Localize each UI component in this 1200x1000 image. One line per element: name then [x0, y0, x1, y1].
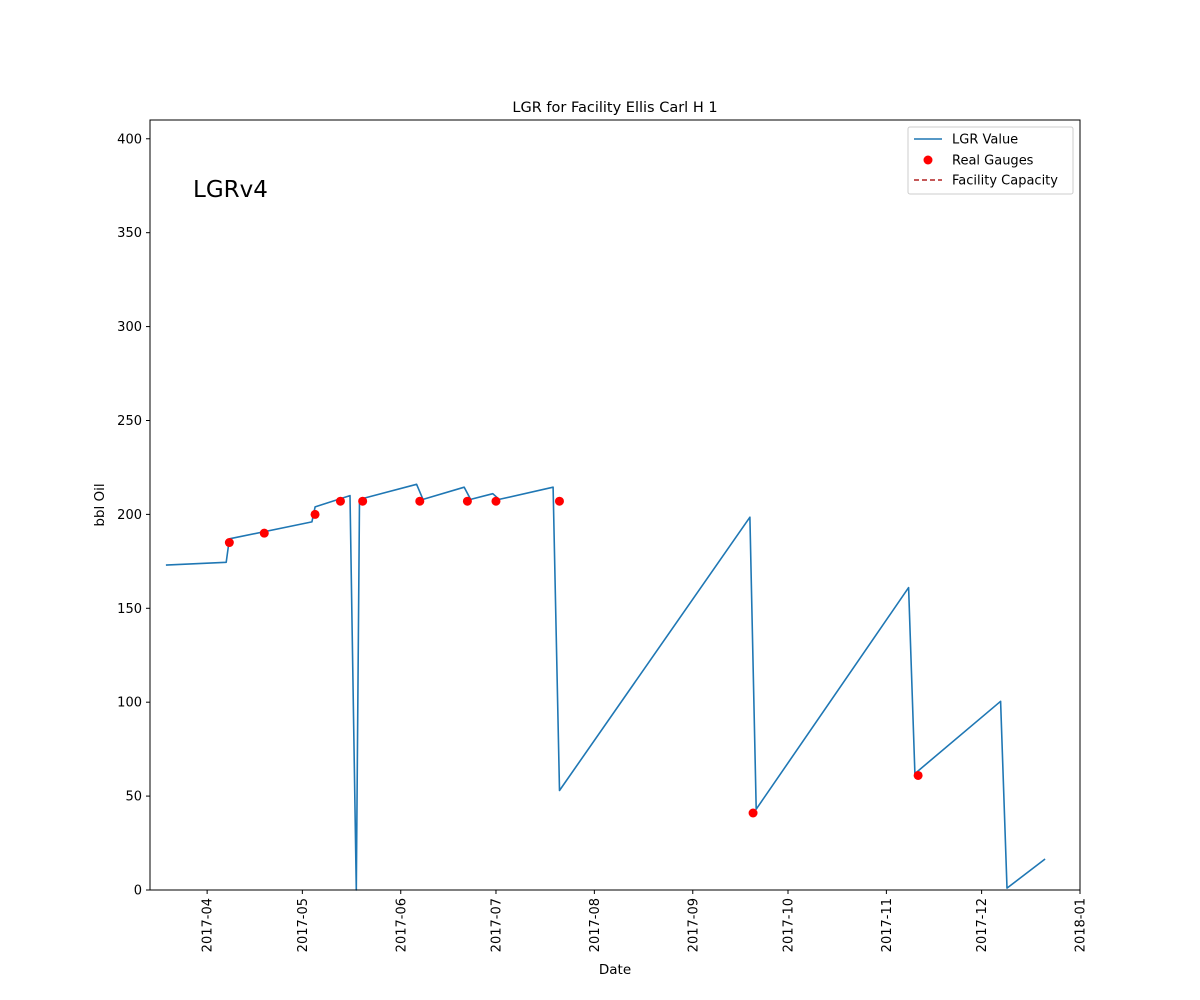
- y-tick-label: 250: [117, 414, 142, 429]
- x-tick-label: 2017-05: [296, 898, 311, 952]
- axes: 0 50 100 150 200 250 300 350 400 2017-04 2017-05 20…: [117, 132, 1088, 952]
- x-tick-label: 2017-12: [975, 898, 990, 952]
- real-gauge-point: [415, 496, 425, 506]
- y-axis-label: bbl Oil: [92, 483, 108, 526]
- x-tick-label: 2017-10: [781, 898, 796, 952]
- y-tick-label: 200: [117, 508, 142, 523]
- x-tick-label: 2017-04: [201, 898, 216, 952]
- real-gauge-point: [224, 538, 234, 548]
- x-tick-label: 2017-06: [394, 898, 409, 952]
- x-tick-label: 2017-07: [489, 898, 504, 952]
- chart-title: LGR for Facility Ellis Carl H 1: [512, 100, 717, 116]
- x-tick-label: 2017-09: [686, 898, 701, 952]
- y-tick-label: 0: [134, 884, 142, 899]
- real-gauge-point: [462, 496, 472, 506]
- legend: LGR Value Real Gauges Facility Capacity: [907, 126, 1074, 195]
- x-tick-label: 2018-01: [1074, 898, 1089, 952]
- y-tick-label: 400: [117, 132, 142, 147]
- chart-annotation: LGRv4: [193, 177, 268, 203]
- legend-swatch-marker: [923, 155, 933, 165]
- legend-label: Real Gauges: [952, 154, 1034, 169]
- real-gauge-point: [335, 496, 345, 506]
- x-tick-label: 2017-11: [880, 898, 895, 952]
- plot-frame: [149, 119, 1081, 891]
- plot-area: [165, 483, 1046, 891]
- x-axis-label: Date: [599, 962, 631, 978]
- real-gauge-point: [554, 496, 564, 506]
- y-tick-label: 350: [117, 226, 142, 241]
- real-gauge-point: [310, 509, 320, 519]
- real-gauge-point: [913, 770, 923, 780]
- real-gauge-point: [748, 808, 758, 818]
- y-tick-label: 100: [117, 696, 142, 711]
- legend-label: Facility Capacity: [952, 174, 1058, 189]
- y-tick-label: 150: [117, 602, 142, 617]
- real-gauge-point: [259, 528, 269, 538]
- y-tick-label: 300: [117, 320, 142, 335]
- real-gauge-point: [491, 496, 501, 506]
- legend-frame: [907, 126, 1074, 195]
- real-gauge-point: [358, 496, 368, 506]
- legend-label: LGR Value: [952, 133, 1018, 148]
- y-tick-label: 50: [125, 790, 142, 805]
- x-tick-label: 2017-08: [588, 898, 603, 952]
